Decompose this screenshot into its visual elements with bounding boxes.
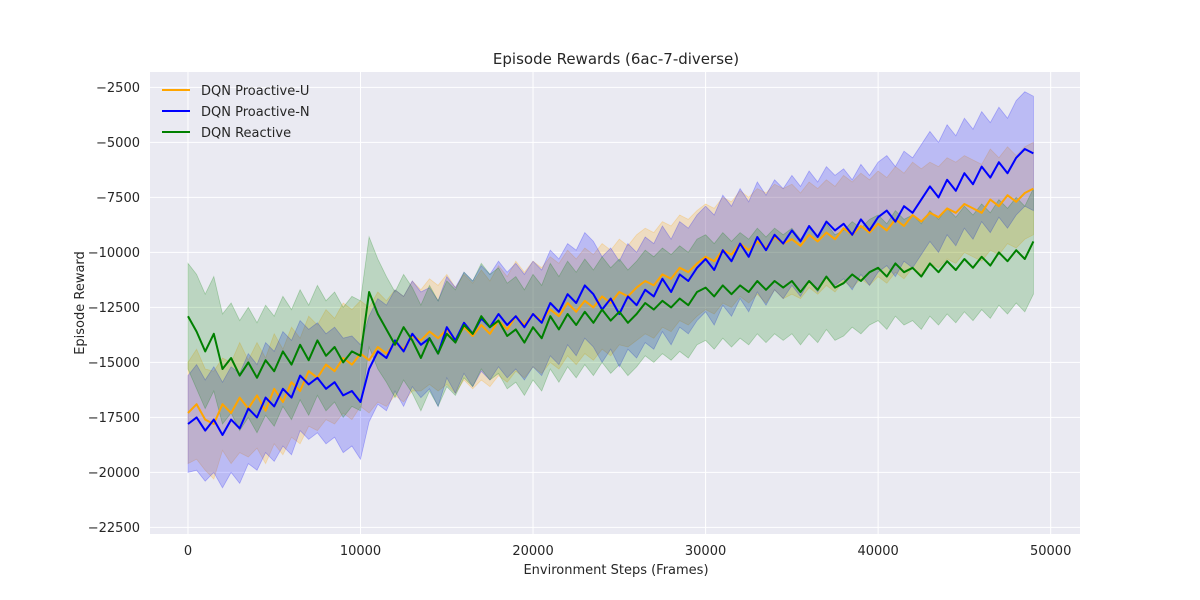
- chart-title: Episode Rewards (6ac-7-diverse): [493, 50, 739, 68]
- x-tick-label: 20000: [512, 544, 553, 559]
- y-tick-label: −5000: [96, 136, 140, 151]
- x-axis-ticks: 0 10000 20000 30000 40000 50000: [184, 544, 1072, 559]
- dqn-proactive-u-band: [187, 141, 1034, 480]
- dqn-proactive-n-band: [187, 91, 1034, 489]
- y-tick-label: −12500: [88, 301, 140, 316]
- y-tick-label: −17500: [88, 411, 140, 426]
- y-tick-label: −15000: [88, 356, 140, 371]
- x-axis-label: Environment Steps (Frames): [523, 563, 708, 578]
- legend-label-dqn-reactive: DQN Reactive: [201, 126, 291, 141]
- x-tick-label: 10000: [340, 544, 381, 559]
- confidence-bands: [187, 91, 1034, 489]
- legend-label-dqn-proactive-n: DQN Proactive-N: [201, 105, 310, 120]
- legend: DQN Proactive-U DQN Proactive-N DQN Reacti…: [162, 84, 310, 141]
- y-tick-label: −20000: [88, 466, 140, 481]
- y-tick-label: −2500: [96, 81, 140, 96]
- x-tick-label: 50000: [1030, 544, 1071, 559]
- legend-label-dqn-proactive-u: DQN Proactive-U: [201, 84, 309, 99]
- x-tick-label: 40000: [857, 544, 898, 559]
- dqn-reactive-line: [187, 240, 1035, 379]
- dqn-reactive-band: [187, 188, 1034, 434]
- y-axis-label: Episode Reward: [73, 251, 88, 355]
- dqn-proactive-n-line: [187, 148, 1034, 436]
- x-tick-label: 30000: [685, 544, 726, 559]
- y-axis-ticks: −22500 −20000 −17500 −15000 −12500 −10000 −750…: [88, 81, 140, 536]
- plot-background: [150, 72, 1080, 534]
- dqn-proactive-u-line: [187, 187, 1034, 425]
- y-tick-label: −10000: [88, 246, 140, 261]
- y-tick-label: −7500: [96, 191, 140, 206]
- x-tick-label: 0: [184, 544, 192, 559]
- series-lines: [187, 148, 1035, 436]
- y-tick-label: −22500: [88, 521, 140, 536]
